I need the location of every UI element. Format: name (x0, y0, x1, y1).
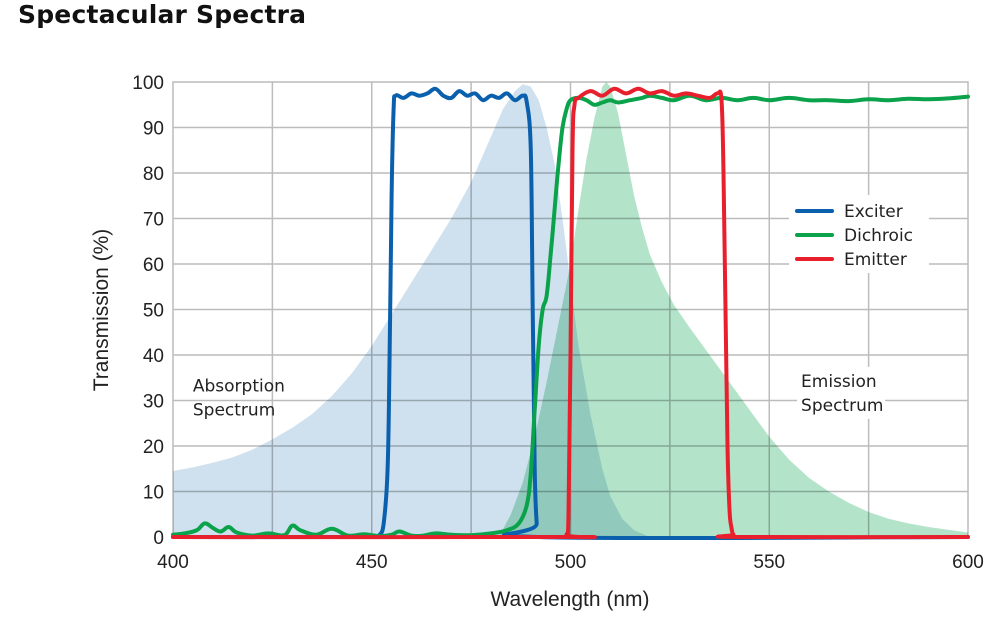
y-tick-label: 20 (143, 437, 164, 458)
y-tick-label: 10 (143, 483, 164, 504)
y-tick-label: 70 (143, 210, 164, 231)
annotations: Absorption Spectrum Emission Spectrum (193, 366, 886, 420)
y-tick-label: 40 (143, 346, 164, 367)
x-tick-label: 400 (157, 552, 189, 573)
legend-label-dichroic: Dichroic (844, 226, 913, 246)
x-tick-label: 550 (753, 552, 785, 573)
annotation: Absorption Spectrum (193, 376, 285, 420)
y-tick-label: 90 (143, 119, 164, 140)
series-line-exciter (171, 86, 970, 541)
y-tick-label: 60 (143, 255, 164, 276)
x-axis-label: Wavelength (nm) (490, 588, 649, 611)
y-tick-label: 80 (143, 164, 164, 185)
annotation-text: Absorption (193, 376, 285, 396)
legend-label-emitter: Emitter (844, 250, 907, 270)
x-tick-label: 450 (356, 552, 388, 573)
y-tick-label: 100 (132, 73, 164, 94)
y-tick-label: 30 (143, 392, 164, 413)
x-tick-label: 600 (952, 552, 984, 573)
chart-title: Spectacular Spectra (18, 0, 307, 29)
y-tick-label: 0 (153, 528, 164, 549)
y-tick-label: 50 (143, 301, 164, 322)
annotation-backdrop (797, 366, 886, 419)
y-axis-label: Transmission (%) (90, 229, 113, 392)
series-line-emitter (171, 86, 970, 540)
filter-lines (171, 86, 970, 541)
legend: Exciter Dichroic Emitter (789, 195, 929, 273)
x-tick-label: 500 (555, 552, 587, 573)
emission-spectrum-area (498, 82, 968, 537)
series-line-dichroic (171, 93, 970, 539)
tick-labels: 400 450 500 550 600 0 10 20 30 40 50 60 70 80 90 100 (132, 73, 984, 573)
legend-label-exciter: Exciter (844, 202, 903, 222)
annotation: Emission Spectrum (797, 366, 886, 419)
annotation-text: Spectrum (801, 396, 883, 416)
annotation-text: Emission (801, 372, 877, 392)
annotation-text: Spectrum (193, 400, 275, 420)
